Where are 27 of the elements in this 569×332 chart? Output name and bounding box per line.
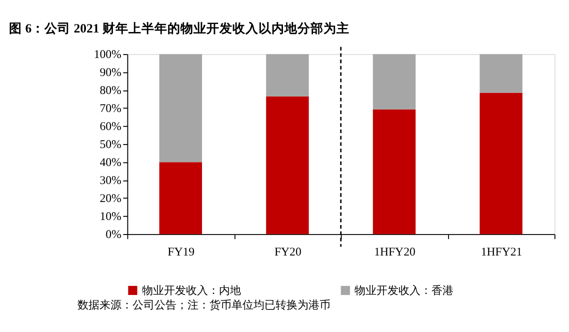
bar [159,54,202,162]
y-tick-label: 50% [100,137,122,152]
legend-label: 物业开发收入：香港 [354,284,454,298]
y-tick-label: 100% [94,47,122,62]
y-tick-label: 10% [100,209,122,224]
y-tick-label: 80% [100,83,122,98]
y-tick-label: 40% [100,155,122,170]
x-tick-label: FY20 [274,244,302,258]
bar [266,96,309,234]
bar [372,54,416,110]
y-tick-label: 20% [100,191,122,206]
y-tick-label: 90% [100,65,122,80]
bar [480,92,522,234]
source-note: 数据来源：公司公告；注：货币单位均已转换为港币 [77,298,330,312]
y-tick-label: 30% [100,173,122,188]
y-tick-label: 60% [100,119,122,134]
chart-title: 图 6：公司 2021 财年上半年的物业开发收入以内地分部为主 [9,20,350,36]
x-tick-label: FY19 [168,244,195,258]
y-tick-label: 0% [106,227,122,242]
bar [266,54,309,96]
legend-label: 物业开发收入：内地 [142,284,241,298]
x-tick-label: 1HFY20 [374,244,416,258]
bar [159,162,202,234]
bar [480,54,522,93]
y-tick-label: 70% [100,101,122,116]
bar [372,109,416,234]
x-tick-label: 1HFY21 [480,244,522,258]
